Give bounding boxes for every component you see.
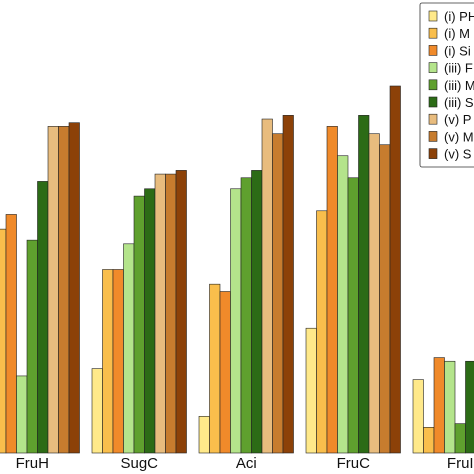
bar-fruh-6 [37,181,49,454]
category-label-fruh: FruH [16,455,49,472]
bar-fruh-9 [68,122,80,454]
category-label-fruc: FruC [337,455,371,472]
bar-aci-6 [251,170,263,454]
bar-sugc-2 [102,269,114,454]
legend-swatch-1 [428,10,438,22]
bar-sugc-5 [133,195,145,454]
bar-sugc-9 [175,170,187,454]
legend-swatch-4 [428,62,438,73]
bar-fruh-7 [47,126,59,454]
legend-swatch-8 [428,131,438,142]
bar-frui-2 [423,427,435,454]
legend-label-4: (iii) F [444,61,473,76]
bar-fruc-2 [316,210,328,454]
legend-swatch-7 [428,113,438,125]
legend-label-3: (i) Si [444,43,471,58]
bar-aci-8 [272,133,284,454]
bar-sugc-1 [91,368,103,454]
bar-sugc-7 [154,173,166,454]
legend-label-1: (i) PH [444,9,474,24]
legend-label-9: (v) S [444,147,472,162]
bar-fruc-8 [379,144,391,454]
bar-aci-1 [198,415,210,454]
bar-frui-3 [433,357,445,454]
legend-swatch-2 [428,27,438,39]
bar-fruc-7 [368,133,380,454]
legend-swatch-6 [428,96,438,108]
bar-fruc-4 [337,155,349,454]
legend: (i) PH (i) M (i) Si (iii) F (iii) M (iii) S (v… [419,2,474,168]
legend-label-7: (v) P [444,112,471,127]
category-label-sugc: SugC [120,455,158,472]
bar-aci-2 [209,283,221,454]
bar-frui-4 [444,360,456,454]
legend-label-2: (i) M [444,26,470,41]
bar-frui-6 [465,360,474,454]
bar-fruh-3 [5,214,17,454]
legend-label-6: (iii) S [444,95,474,110]
legend-label-8: (v) M [444,129,474,144]
bar-fruh-2 [0,228,7,454]
legend-box [419,2,474,168]
category-labels: FruH SugC Aci FruC FruI [16,455,474,472]
bar-frui-5 [454,423,466,454]
bar-fruc-1 [305,327,317,454]
category-label-frui: FruI [447,455,474,472]
bar-fruh-5 [26,239,38,454]
bar-aci-5 [240,177,252,454]
legend-swatch-9 [428,148,438,159]
legend-label-5: (iii) M [444,78,474,93]
bar-fruc-5 [347,177,359,454]
bars-layer [0,85,474,454]
legend-swatch-3 [428,45,438,56]
legend-swatch-5 [428,79,438,91]
bar-aci-9 [282,115,294,454]
bar-sugc-4 [123,243,135,454]
bar-fruc-9 [389,85,401,454]
category-label-aci: Aci [236,455,257,472]
bar-sugc-8 [165,173,177,454]
bar-fruh-4 [16,375,28,454]
bar-aci-4 [230,188,242,454]
bar-aci-3 [219,291,231,454]
bar-sugc-6 [144,188,156,454]
bar-fruc-6 [358,115,370,454]
bar-sugc-3 [112,269,124,454]
bar-fruc-3 [326,126,338,454]
bar-fruh-8 [58,126,70,454]
bar-aci-7 [261,118,273,454]
bar-frui-1 [412,379,424,454]
